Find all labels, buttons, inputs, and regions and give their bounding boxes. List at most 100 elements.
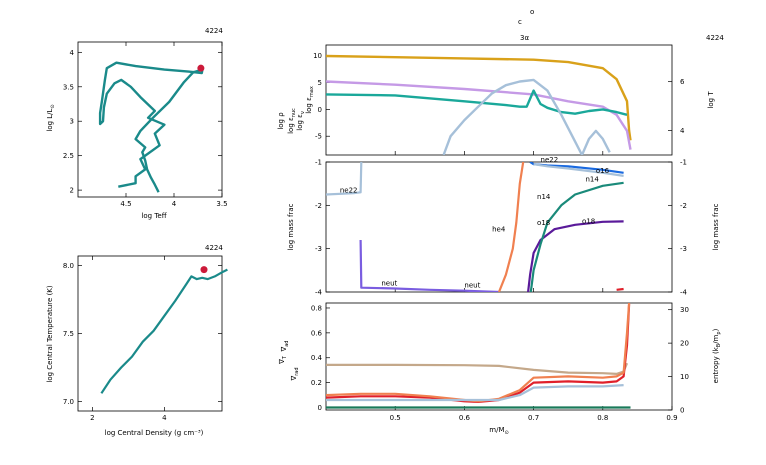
svg-text:log εν: log εν bbox=[296, 111, 306, 131]
svg-text:log mass frac: log mass frac bbox=[287, 203, 295, 250]
central-ytick-label: 8.0 bbox=[63, 262, 74, 270]
bottom-ytick-label: 0.4 bbox=[311, 354, 323, 362]
main-model-number: 4224 bbox=[706, 34, 724, 42]
hr-ylabel: log L/L⊙ bbox=[46, 104, 56, 131]
mid-series-label: n14 bbox=[586, 176, 600, 184]
hr-frame bbox=[77, 41, 223, 198]
central-xlabel: log Central Density (g cm⁻³) bbox=[105, 429, 204, 437]
svg-text:∇rad: ∇rad bbox=[290, 368, 300, 382]
mid-series-label: o18 bbox=[537, 219, 550, 227]
bottom-ytick-label: 0.6 bbox=[311, 329, 323, 337]
hr-ytick-label: 4 bbox=[70, 49, 75, 57]
mid-ytick-label-right: -3 bbox=[680, 245, 687, 253]
top-ytick-label: -5 bbox=[315, 133, 322, 141]
mid-series-line bbox=[497, 162, 525, 292]
profile-top-legend-left: log ρ bbox=[277, 112, 285, 130]
bottom-series-line bbox=[326, 384, 624, 402]
mid-series-label: ne22 bbox=[340, 186, 358, 194]
legend-grad-t: ∇T bbox=[278, 355, 288, 365]
legend-log-rho: log ρ bbox=[277, 112, 285, 130]
mid-series-line bbox=[529, 181, 624, 292]
top-series-line bbox=[442, 78, 611, 155]
hr-ytick-label: 3.5 bbox=[63, 83, 74, 91]
svg-text:log T: log T bbox=[707, 91, 715, 109]
legend-log-eps-nu: log εν bbox=[296, 111, 306, 131]
profile-bottom-frame bbox=[325, 302, 673, 411]
legend-grad-rad: ∇rad bbox=[290, 368, 300, 382]
mid-series-label: ne22 bbox=[541, 156, 559, 164]
bottom-xtick-label: 0.8 bbox=[597, 414, 608, 422]
svg-text:log L/L⊙: log L/L⊙ bbox=[46, 104, 56, 131]
svg-text:log εmax: log εmax bbox=[305, 86, 315, 114]
top-y2tick-label: 4 bbox=[680, 127, 685, 135]
mid-ytick-label-right: -4 bbox=[680, 289, 688, 297]
svg-text:∇T: ∇T bbox=[278, 355, 288, 365]
central-ytick-label: 7.0 bbox=[63, 398, 74, 406]
mid-series-label: he4 bbox=[492, 225, 506, 233]
bottom-xlabel: m/M⊙ bbox=[489, 426, 508, 436]
central-xtick-label: 2 bbox=[90, 414, 94, 422]
top-series-line bbox=[326, 89, 628, 116]
header-symbol-mid: c bbox=[518, 18, 522, 26]
hr-xtick-label: 4 bbox=[172, 200, 177, 208]
mid-series-line bbox=[359, 239, 500, 292]
mid-series-line bbox=[533, 163, 624, 177]
mid-ytick-label: -1 bbox=[315, 159, 322, 167]
mid-ytick-label-right: -1 bbox=[680, 159, 687, 167]
legend-log-eps-nuc: log εnuc bbox=[287, 108, 297, 134]
hr-current-marker bbox=[197, 64, 205, 72]
svg-text:∇ad: ∇ad bbox=[280, 341, 290, 353]
hr-xlabel: log Teff bbox=[141, 212, 166, 220]
profile-top-panel: log ρ log εnuc log εν log εmax log T -5 0… bbox=[277, 44, 715, 156]
mid-ytick-label: -3 bbox=[315, 245, 322, 253]
mid-ytick-label: -4 bbox=[315, 289, 323, 297]
hr-track-line bbox=[98, 61, 204, 193]
hr-xtick-label: 4.5 bbox=[120, 200, 131, 208]
mid-ytick-label-right: -2 bbox=[680, 202, 687, 210]
profile-bottom-panel: ∇ad ∇T ∇rad entropy (kB/mp) m/M⊙ 0 0.2 0.4… bbox=[278, 302, 722, 436]
profile-top-frame bbox=[325, 44, 673, 156]
mid-series-line bbox=[527, 220, 624, 292]
bottom-xtick-label: 0.7 bbox=[528, 414, 539, 422]
bottom-xtick-label: 0.6 bbox=[459, 414, 471, 422]
bottom-y2tick-label: 0 bbox=[680, 407, 684, 415]
central-conditions-panel: 4224 log Central Density (g cm⁻³) log Ce… bbox=[46, 244, 228, 437]
hr-ytick-label: 2.5 bbox=[63, 152, 74, 160]
label-log-t: log T bbox=[707, 91, 715, 109]
hr-title: 4224 bbox=[205, 27, 223, 35]
bottom-xtick-label: 0.5 bbox=[390, 414, 401, 422]
hr-xtick-label: 3.5 bbox=[216, 200, 227, 208]
bottom-ylabel-right: entropy (kB/mp) bbox=[712, 328, 722, 383]
bottom-y2tick-label: 20 bbox=[680, 340, 689, 348]
mid-series-line bbox=[529, 162, 624, 174]
top-ytick-label: 5 bbox=[318, 79, 322, 87]
mid-series-line bbox=[616, 287, 624, 291]
hr-ytick-label: 2 bbox=[70, 187, 74, 195]
profile-mid-panel: log mass frac log mass frac -1 -1 -2 -2 -3 -3… bbox=[287, 156, 720, 297]
central-xtick-label: 4 bbox=[162, 414, 167, 422]
central-track-line bbox=[100, 268, 228, 394]
mid-series-label: neut bbox=[381, 280, 397, 288]
bottom-y2tick-label: 10 bbox=[680, 373, 689, 381]
top-ytick-label: 0 bbox=[318, 106, 322, 114]
central-current-marker bbox=[200, 266, 208, 274]
top-series-line bbox=[326, 80, 632, 150]
svg-text:entropy (kB/mp): entropy (kB/mp) bbox=[712, 328, 722, 383]
top-ytick-label: 10 bbox=[313, 52, 322, 60]
header-symbol-top: o bbox=[530, 8, 534, 16]
mid-series-label: o18 bbox=[582, 218, 595, 226]
svg-text:log Central Temperature (K): log Central Temperature (K) bbox=[46, 285, 54, 382]
bottom-series-line bbox=[326, 304, 631, 403]
bottom-ytick-label: 0.2 bbox=[311, 379, 322, 387]
hr-ytick-label: 3 bbox=[70, 118, 74, 126]
bottom-series-line bbox=[326, 303, 631, 403]
top-y2tick-label: 6 bbox=[680, 78, 685, 86]
top-series-line bbox=[326, 54, 632, 141]
mid-ylabel-right: log mass frac bbox=[712, 203, 720, 250]
bottom-xtick-label: 0.9 bbox=[666, 414, 677, 422]
central-ytick-label: 7.5 bbox=[63, 330, 74, 338]
svg-text:log εnuc: log εnuc bbox=[287, 108, 297, 134]
hr-diagram-panel: 4224 log Teff log L/L⊙ 4.5 4 3.5 2 2.5 3 3.5 4 bbox=[46, 27, 228, 220]
